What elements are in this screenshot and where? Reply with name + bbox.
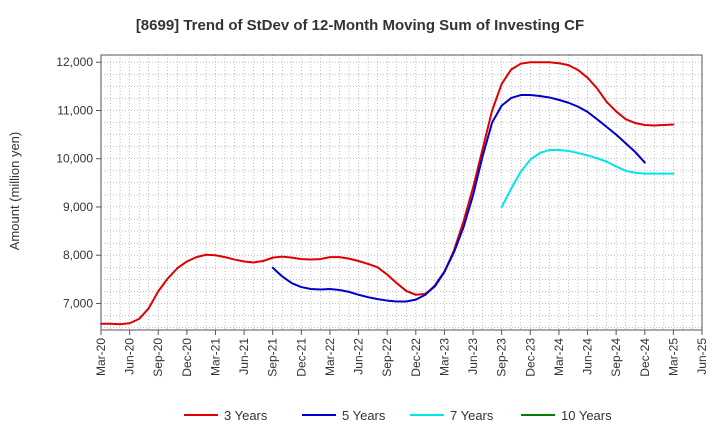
chart-title: [8699] Trend of StDev of 12-Month Moving…: [136, 17, 584, 34]
y-tick-label: 9,000: [63, 200, 93, 214]
x-tick-label: Dec-20: [180, 338, 194, 377]
legend: 3 Years 5 Years 7 Years 10 Years: [184, 408, 612, 423]
x-tick-label: Jun-23: [466, 338, 480, 375]
plot-area-frame: [100, 54, 703, 331]
legend-label: 7 Years: [450, 408, 494, 423]
y-axis-ticks: 7,000 8,000 9,000 10,000 11,000 12,000: [56, 55, 101, 310]
x-tick-label: Sep-23: [495, 338, 509, 377]
x-tick-label: Jun-24: [581, 338, 595, 375]
y-tick-label: 7,000: [63, 296, 93, 310]
x-tick-label: Mar-24: [552, 338, 566, 376]
y-tick-label: 11,000: [57, 103, 93, 117]
x-tick-label: Jun-20: [123, 338, 137, 375]
legend-label: 5 Years: [342, 408, 386, 423]
x-tick-label: Jun-21: [237, 338, 251, 375]
y-tick-label: 10,000: [56, 152, 93, 166]
x-tick-label: Sep-20: [151, 338, 165, 377]
series-lines: [100, 61, 675, 326]
series-line-5-years: [271, 94, 646, 303]
x-tick-label: Jun-25: [695, 338, 709, 375]
x-tick-label: Mar-23: [437, 338, 451, 376]
series-line-7-years: [500, 149, 675, 208]
y-axis-label: Amount (million yen): [7, 132, 22, 251]
x-tick-label: Dec-21: [294, 338, 308, 377]
x-tick-label: Mar-21: [208, 338, 222, 376]
x-tick-label: Dec-23: [523, 338, 537, 377]
x-tick-label: Sep-22: [380, 338, 394, 377]
x-axis-ticks: Mar-20 Jun-20 Sep-20 Dec-20 Mar-21 Jun-21 Sep-…: [94, 330, 709, 377]
x-tick-label: Mar-25: [666, 338, 680, 376]
x-tick-label: Sep-24: [609, 338, 623, 377]
series-line-3-years: [100, 61, 675, 326]
legend-label: 10 Years: [561, 408, 612, 423]
grid-lines: [100, 55, 703, 330]
x-tick-label: Dec-22: [409, 338, 423, 377]
x-tick-label: Jun-22: [352, 338, 366, 375]
legend-label: 3 Years: [224, 408, 268, 423]
x-tick-label: Mar-20: [94, 338, 108, 376]
x-tick-label: Dec-24: [638, 338, 652, 377]
x-tick-label: Mar-22: [323, 338, 337, 376]
y-tick-label: 8,000: [63, 248, 93, 262]
x-tick-label: Sep-21: [266, 338, 280, 377]
y-tick-label: 12,000: [56, 55, 93, 69]
